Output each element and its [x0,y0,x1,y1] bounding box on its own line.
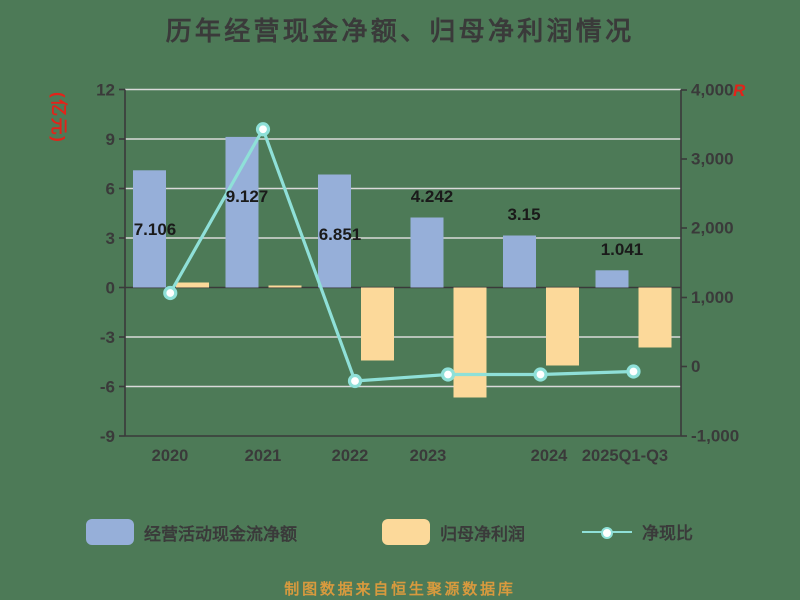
svg-text:6: 6 [106,180,115,199]
svg-text:2,000: 2,000 [691,219,734,238]
svg-text:2022: 2022 [332,447,369,465]
svg-text:4,000: 4,000 [691,81,734,100]
svg-text:-6: -6 [100,378,115,397]
svg-text:3,000: 3,000 [691,150,734,169]
svg-text:9.127: 9.127 [226,187,269,206]
svg-text:4.242: 4.242 [411,187,454,206]
svg-text:2024: 2024 [531,447,569,465]
svg-text:1,000: 1,000 [691,288,734,307]
svg-text:-9: -9 [100,427,115,446]
svg-text:2023: 2023 [410,447,447,465]
svg-text:2025Q1-Q3: 2025Q1-Q3 [582,447,668,465]
svg-text:1.041: 1.041 [601,240,644,259]
svg-text:2020: 2020 [152,447,189,465]
svg-text:7.106: 7.106 [134,220,177,239]
svg-text:9: 9 [106,130,115,149]
svg-text:-1,000: -1,000 [691,427,739,446]
svg-text:3: 3 [106,229,115,248]
svg-text:0: 0 [691,357,700,376]
svg-text:2021: 2021 [245,447,282,465]
svg-text:12: 12 [96,81,115,100]
svg-text:6.851: 6.851 [319,225,362,244]
svg-text:-3: -3 [100,328,115,347]
svg-text:3.15: 3.15 [507,205,540,224]
svg-text:0: 0 [106,279,115,298]
